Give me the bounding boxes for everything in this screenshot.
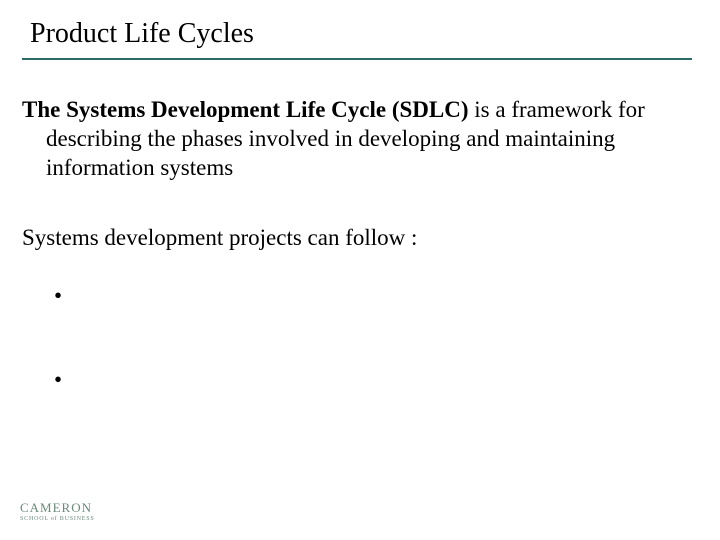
title-underline bbox=[22, 58, 692, 60]
slide: Product Life Cycles The Systems Developm… bbox=[0, 0, 720, 540]
logo-line2: SCHOOL of BUSINESS bbox=[20, 516, 95, 522]
paragraph-follow: Systems development projects can follow … bbox=[22, 224, 682, 253]
bullet-marker: • bbox=[54, 366, 72, 394]
slide-title: Product Life Cycles bbox=[30, 18, 254, 50]
list-item: • bbox=[54, 366, 654, 394]
bullet-list: • • bbox=[54, 282, 654, 449]
paragraph-sdlc: The Systems Development Life Cycle (SDLC… bbox=[22, 96, 682, 182]
paragraph-sdlc-bold: The Systems Development Life Cycle (SDLC… bbox=[22, 97, 474, 122]
list-item: • bbox=[54, 282, 654, 310]
bullet-marker: • bbox=[54, 282, 72, 310]
cameron-logo: CAMERON SCHOOL of BUSINESS bbox=[20, 501, 95, 522]
logo-line1: CAMERON bbox=[20, 501, 95, 514]
